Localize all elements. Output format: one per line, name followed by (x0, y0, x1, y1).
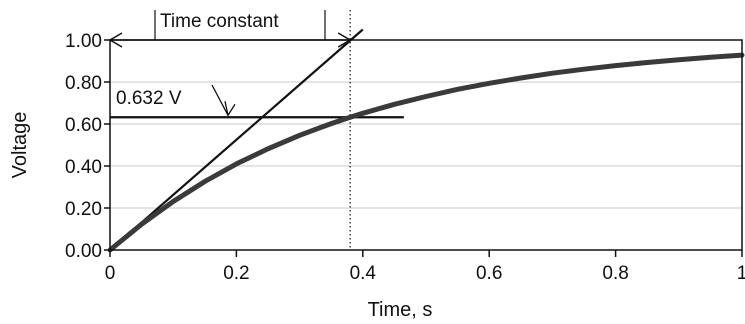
level-pointer-line (211, 84, 229, 116)
x-tick-label: 1 (737, 263, 745, 284)
x-tick-labels: 0 0.2 0.4 0.6 0.8 1 (105, 263, 745, 284)
x-tick-label: 0 (105, 263, 116, 284)
level-label: 0.632 V (116, 88, 182, 109)
y-tick-label: 0.80 (65, 73, 102, 94)
series-layer (107, 10, 745, 253)
y-tick-label: 0.60 (65, 115, 102, 136)
charging-curve (107, 52, 745, 253)
y-tick-label: 0.40 (65, 157, 102, 178)
x-axis-title: Time, s (368, 299, 433, 321)
x-tick-label: 0.8 (602, 263, 628, 284)
y-tick-label: 0.20 (65, 199, 102, 220)
time-constant-label: Time constant (160, 11, 279, 32)
grid-lines (110, 81, 742, 209)
y-tick-label: 0.00 (65, 241, 102, 262)
y-tick-labels: 0.00 0.20 0.40 0.60 0.80 1.00 (65, 31, 102, 262)
plot-frame (109, 39, 743, 251)
time-constant-arrow-head-right (337, 32, 352, 48)
time-constant-arrow-head-left (108, 32, 123, 48)
y-axis-title: Voltage (9, 112, 31, 179)
level-pointer-head (224, 101, 236, 117)
annotations: Time constant 0.632 V (108, 10, 352, 117)
x-tick-label: 0.4 (350, 263, 377, 284)
y-tick-label: 1.00 (65, 31, 102, 52)
tick-marks (104, 39, 743, 257)
x-tick-label: 0.2 (223, 263, 249, 284)
tangent-line (109, 28, 364, 251)
x-tick-label: 0.6 (476, 263, 502, 284)
